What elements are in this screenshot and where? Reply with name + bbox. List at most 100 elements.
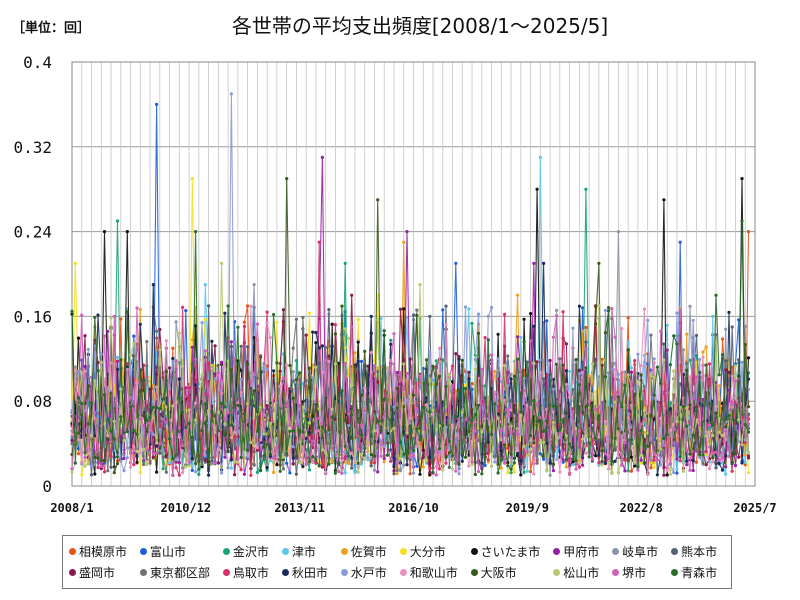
data-point: [242, 320, 246, 324]
data-point: [675, 471, 679, 475]
data-point: [86, 438, 90, 443]
data-point: [89, 473, 94, 477]
data-point: [441, 468, 445, 472]
data-point: [431, 470, 435, 474]
data-point: [496, 357, 500, 361]
data-point: [633, 432, 637, 437]
data-point: [233, 434, 237, 439]
data-point: [197, 467, 201, 471]
data-point: [607, 306, 611, 310]
data-point: [503, 312, 507, 316]
data-point: [200, 321, 204, 325]
data-point: [340, 304, 344, 308]
data-point: [203, 402, 207, 406]
data-point: [590, 420, 595, 425]
data-point: [437, 400, 442, 404]
data-point: [519, 462, 523, 466]
data-point: [509, 408, 513, 412]
data-point: [724, 359, 728, 363]
legend-marker: [139, 548, 147, 555]
data-point: [272, 470, 276, 474]
data-point: [437, 346, 442, 350]
data-point: [171, 473, 175, 477]
x-tick-label: 2025/7: [733, 501, 776, 515]
legend-marker: [553, 569, 561, 576]
data-point: [132, 463, 136, 467]
data-point: [324, 430, 328, 434]
data-point: [529, 405, 533, 409]
data-point: [216, 410, 220, 414]
data-point: [714, 404, 718, 408]
data-point: [76, 431, 81, 435]
data-point: [145, 340, 149, 344]
data-point: [561, 414, 565, 418]
data-point: [359, 433, 364, 437]
data-point: [473, 472, 477, 477]
data-point: [307, 431, 311, 435]
data-point: [603, 452, 608, 456]
data-point: [486, 417, 490, 421]
data-point: [672, 470, 676, 475]
data-point: [639, 453, 643, 457]
data-point: [711, 366, 715, 371]
data-point: [545, 469, 549, 473]
data-point: [483, 455, 487, 459]
data-point: [135, 460, 139, 464]
data-point: [463, 383, 468, 387]
data-point: [743, 441, 747, 445]
data-point: [701, 350, 705, 354]
data-point: [291, 445, 295, 449]
legend-label: 鳥取市: [232, 566, 269, 580]
data-point: [119, 415, 123, 419]
data-point: [298, 461, 302, 465]
data-point: [207, 304, 211, 308]
data-point: [503, 364, 507, 368]
data-point: [236, 325, 240, 329]
data-point: [80, 473, 84, 477]
data-point: [346, 423, 351, 428]
data-point: [597, 261, 601, 265]
data-point: [395, 370, 399, 375]
data-point: [720, 337, 725, 341]
data-point: [353, 385, 357, 389]
data-point: [138, 322, 142, 326]
data-point: [392, 472, 396, 476]
data-point: [636, 352, 640, 356]
data-point: [649, 415, 653, 419]
data-point: [496, 416, 500, 420]
data-point: [473, 420, 477, 424]
data-point: [363, 411, 367, 415]
data-point: [467, 447, 471, 451]
data-point: [194, 230, 198, 234]
data-point: [444, 408, 448, 412]
data-point: [376, 410, 380, 414]
legend-marker: [671, 569, 679, 576]
data-point: [424, 396, 429, 400]
data-point: [177, 473, 181, 477]
data-point: [642, 417, 647, 421]
data-point: [320, 344, 324, 348]
data-point: [597, 304, 601, 308]
data-point: [603, 461, 608, 465]
data-point: [138, 368, 142, 372]
data-point: [298, 428, 302, 432]
data-point: [346, 412, 351, 416]
data-point: [288, 389, 292, 393]
data-point: [600, 363, 604, 367]
data-point: [236, 457, 240, 461]
legend-item: 東京都区部: [139, 564, 218, 581]
data-point: [701, 458, 705, 462]
data-point: [268, 459, 272, 463]
data-point: [194, 470, 198, 474]
data-point: [327, 308, 331, 312]
data-point: [155, 470, 159, 474]
data-point: [236, 460, 240, 464]
data-point: [389, 448, 393, 452]
data-point: [294, 472, 298, 476]
data-point: [581, 387, 585, 391]
data-point: [223, 417, 227, 421]
data-point: [685, 448, 689, 453]
data-point: [720, 461, 725, 465]
data-point: [672, 369, 676, 373]
data-point: [115, 219, 120, 223]
